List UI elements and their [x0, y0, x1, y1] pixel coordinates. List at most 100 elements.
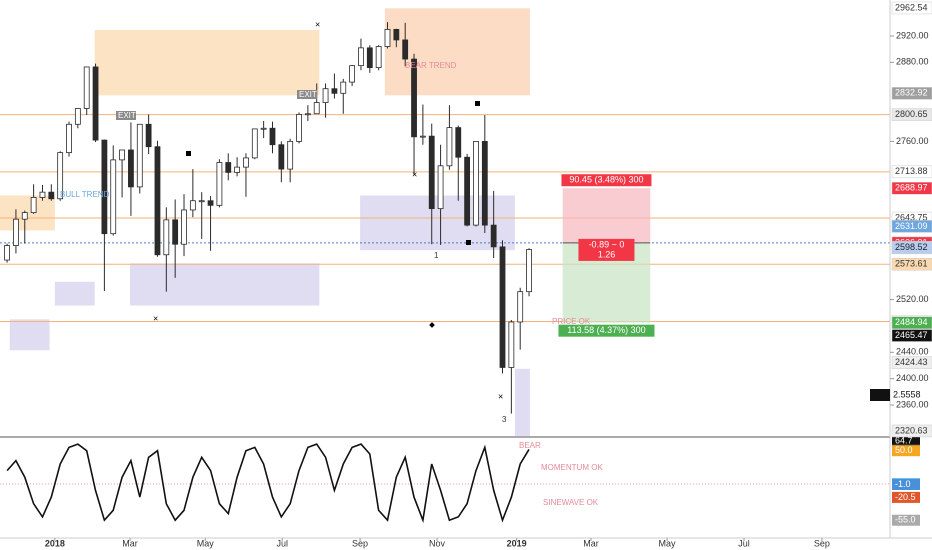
- candle-body: [313, 102, 320, 115]
- y-tick-label: 2760.00: [896, 136, 929, 146]
- candle-body: [349, 65, 356, 83]
- center-text: -0.89 ~ 0: [589, 239, 625, 249]
- indicator-badge: [870, 389, 890, 401]
- osc-badge-label: 50.0: [895, 445, 913, 455]
- x-tick-label: 2018: [45, 538, 65, 548]
- sinewave-ok: SINEWAVE OK: [543, 498, 599, 507]
- candle-body: [508, 321, 515, 368]
- marker-cross: ×: [498, 391, 503, 401]
- price-badge: [891, 329, 932, 342]
- zone: [514, 368, 530, 436]
- candle-body: [92, 66, 99, 141]
- markers: × × × ×: [153, 19, 503, 401]
- candle-body: [243, 157, 249, 168]
- candle-body: [4, 245, 10, 261]
- marker-square: [466, 240, 471, 245]
- candle-body: [216, 162, 223, 206]
- zone: [130, 263, 320, 306]
- price-ok: PRICE OK: [552, 317, 591, 326]
- stop-text-bg: [561, 174, 652, 187]
- price-badge: [891, 108, 932, 121]
- zone: [9, 319, 50, 351]
- exit-label: EXIT: [299, 90, 317, 99]
- marker-square: [186, 151, 191, 156]
- candle-body: [481, 141, 488, 226]
- candle-body: [66, 123, 72, 154]
- candle-body: [48, 191, 55, 200]
- candle-body: [446, 127, 453, 167]
- osc-badge-label: -20.5: [895, 492, 916, 502]
- candle-body: [30, 197, 37, 213]
- candle-body: [331, 88, 338, 94]
- osc-badge-label: 64.7: [895, 435, 913, 445]
- price-badge: [891, 1, 932, 15]
- marker-diamond: [429, 322, 435, 328]
- candle-body: [278, 144, 285, 170]
- price-badge-label: 2643.75: [895, 212, 928, 222]
- candle-body: [473, 141, 479, 226]
- price-badge: [891, 181, 932, 195]
- candle-body: [163, 219, 170, 256]
- candle-body: [101, 139, 108, 235]
- candle-body: [419, 135, 426, 138]
- osc-badge: [892, 445, 920, 457]
- y-tick-label: 2520.00: [896, 294, 929, 304]
- exit-label: EXIT: [118, 111, 136, 120]
- candle-body: [251, 128, 258, 159]
- zone: [384, 8, 530, 96]
- candle-body: [287, 141, 294, 170]
- candle-body: [260, 127, 267, 130]
- candle-body: [172, 219, 179, 245]
- candle-body: [136, 123, 143, 188]
- x-tick-label: Sep: [352, 538, 368, 548]
- y-tick-label: 2360.00: [896, 399, 929, 409]
- candle-body: [464, 156, 471, 226]
- position-tool: 90.45 (3.48%) 300 -0.89 ~ 01.26 113.58 (4.…: [558, 174, 655, 337]
- candle-body: [234, 166, 240, 173]
- marker-cross: ×: [153, 313, 158, 323]
- candle-body: [517, 291, 524, 323]
- candle-body: [402, 39, 409, 60]
- candle-body: [225, 162, 232, 173]
- osc-badge-label: -1.0: [895, 479, 911, 489]
- candle-body: [393, 28, 400, 41]
- candle-body: [198, 200, 205, 203]
- marker-cross: ×: [315, 19, 320, 29]
- candle-body: [490, 224, 497, 248]
- price-badge: [891, 241, 932, 255]
- price-badge-label: 2320.63: [895, 425, 928, 435]
- price-badge: [891, 258, 932, 271]
- candle-body: [269, 127, 276, 146]
- candle-body: [411, 58, 417, 138]
- candle-body: [13, 218, 19, 246]
- x-tick-label: 2019: [507, 538, 527, 548]
- price-badge-label: 2962.54: [895, 2, 928, 12]
- target-text: 113.58 (4.37%) 300: [567, 325, 645, 335]
- candle-body: [83, 66, 90, 109]
- candle-body: [499, 246, 506, 368]
- osc-badge: [892, 491, 920, 503]
- zones: [0, 8, 530, 436]
- osc-badge: [892, 514, 920, 526]
- stop-text: 90.45 (3.48%) 300: [569, 175, 643, 185]
- ratio-text: 1.26: [598, 249, 616, 259]
- price-badge: [891, 87, 932, 100]
- exit-box: [297, 90, 317, 99]
- x-tick-label: Jul: [276, 538, 288, 548]
- osc-badge-label: -55.0: [895, 515, 916, 525]
- marker-cross: ×: [412, 169, 417, 179]
- y-tick-label: 2400.00: [896, 373, 929, 383]
- bear-label: BEAR: [519, 441, 541, 450]
- zone: [94, 30, 320, 96]
- stop-zone: [562, 188, 651, 243]
- osc-badge: [892, 435, 920, 447]
- momentum-ok: MOMENTUM OK: [541, 463, 603, 472]
- candle-body: [358, 47, 364, 67]
- candle-body: [207, 200, 214, 206]
- bull-trend: BULL TREND: [60, 190, 110, 199]
- x-tick-label: Sep: [814, 538, 830, 548]
- candle-body: [437, 165, 444, 210]
- price-badge-label: 2832.92: [895, 88, 928, 98]
- candle-body: [384, 28, 391, 47]
